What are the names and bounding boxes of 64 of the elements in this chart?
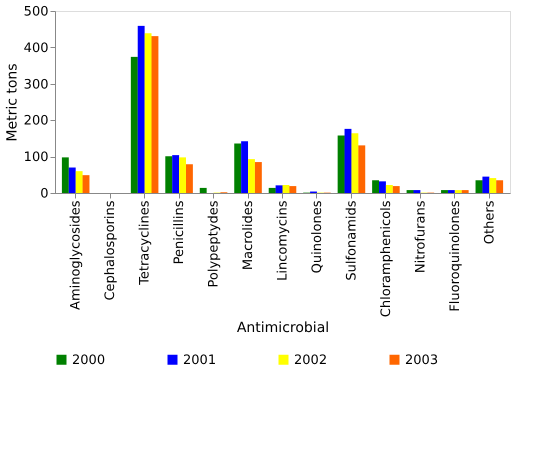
bar xyxy=(358,145,366,193)
y-tick-label: 0 xyxy=(40,186,48,202)
bar xyxy=(130,56,138,193)
bar xyxy=(276,185,282,193)
bar xyxy=(241,141,248,193)
x-tick-label: Sulfonamids xyxy=(344,200,360,281)
x-tick-label: Aminoglycosides xyxy=(68,200,84,310)
x-tick-label: Macrolides xyxy=(241,200,256,270)
y-axis-title: Metric tons xyxy=(4,63,21,142)
bar xyxy=(179,157,186,193)
x-tick-label: Fluoroquinolones xyxy=(448,200,463,312)
bar xyxy=(351,133,358,193)
bar xyxy=(68,168,76,193)
bar xyxy=(254,162,262,193)
bar xyxy=(482,176,490,193)
x-tick-label: Chloramphenicols xyxy=(378,200,394,318)
legend-label: 2002 xyxy=(294,352,328,368)
x-axis-title: Antimicrobial xyxy=(236,320,330,336)
bar xyxy=(76,171,83,193)
bar xyxy=(186,164,193,193)
bar xyxy=(372,180,380,193)
bar xyxy=(82,175,90,193)
legend-label: 2001 xyxy=(183,352,216,368)
bar xyxy=(338,135,345,193)
legend-label: 2003 xyxy=(405,352,438,368)
bar xyxy=(392,186,400,193)
bar xyxy=(413,190,420,193)
bar xyxy=(152,36,158,193)
y-tick-label: 300 xyxy=(24,77,48,92)
bar xyxy=(200,188,207,193)
x-tick-label: Quinolones xyxy=(310,200,325,274)
x-tick-label: Nitrofurans xyxy=(413,200,428,274)
bar xyxy=(282,184,290,193)
bar xyxy=(496,180,504,193)
x-tick-label: Others xyxy=(482,200,498,244)
y-tick-label: 200 xyxy=(24,114,48,129)
legend-label: 2000 xyxy=(72,352,106,368)
bar xyxy=(406,190,414,193)
bar xyxy=(172,155,180,193)
x-tick-label: Cephalosporins xyxy=(103,200,118,301)
bar xyxy=(248,159,255,193)
bar xyxy=(489,178,496,193)
bar xyxy=(165,156,172,193)
y-tick-label: 400 xyxy=(24,40,48,56)
bar xyxy=(379,181,386,193)
bar xyxy=(344,128,352,193)
bar xyxy=(62,157,69,193)
bar xyxy=(386,184,393,193)
y-tick-label: 100 xyxy=(24,150,48,166)
bar xyxy=(476,180,482,193)
bar xyxy=(138,26,145,193)
bar xyxy=(462,190,469,193)
bar xyxy=(441,190,448,193)
bar xyxy=(289,186,296,193)
bar xyxy=(448,190,455,193)
bar xyxy=(454,190,462,193)
x-tick-label: Tetracyclines xyxy=(138,200,153,286)
bar xyxy=(234,143,242,193)
x-tick-label: Penicillins xyxy=(172,200,188,264)
x-tick-label: Lincomycins xyxy=(276,200,290,281)
bar xyxy=(144,33,152,193)
y-tick-label: 500 xyxy=(24,4,48,20)
x-tick-label: Polypeptydes xyxy=(206,200,222,288)
bar xyxy=(268,188,276,193)
